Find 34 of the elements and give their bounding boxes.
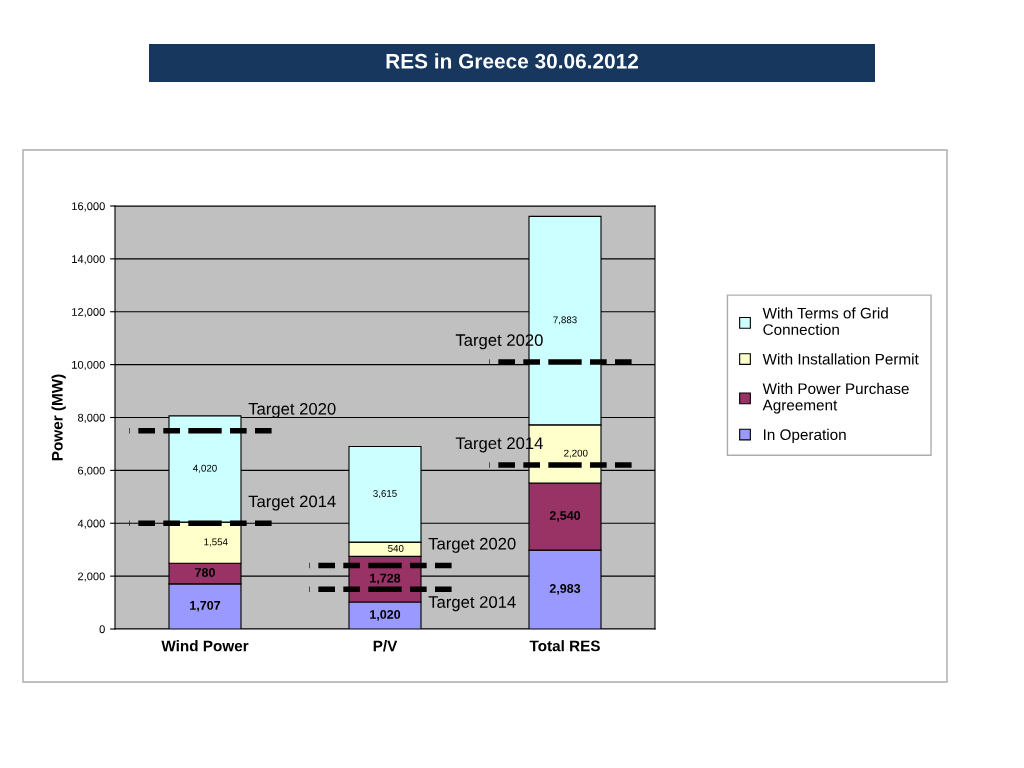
legend-label: With Power Purchase Agreement bbox=[762, 382, 909, 414]
y-tick-label: 4,000 bbox=[77, 519, 105, 529]
y-tick-label: 2,000 bbox=[78, 572, 105, 582]
y-tick-label: 14,000 bbox=[72, 255, 105, 265]
data-label: 7,883 bbox=[553, 316, 577, 325]
ref-line-label: Target 2020 bbox=[248, 402, 336, 419]
y-tick-label: 12,000 bbox=[72, 308, 105, 318]
ref-line-label: Target 2020 bbox=[428, 537, 516, 553]
data-label: 2,983 bbox=[549, 584, 581, 595]
data-label: 1,020 bbox=[370, 610, 401, 621]
chart-title: RES in Greece 30.06.2012 bbox=[386, 53, 638, 69]
data-label: 4,020 bbox=[193, 464, 217, 473]
legend-label: In Operation bbox=[763, 428, 846, 444]
y-tick-label: 8,000 bbox=[77, 413, 105, 423]
legend-label: With Installation Permit bbox=[762, 353, 919, 365]
data-label: 780 bbox=[195, 568, 215, 577]
y-tick-label: 0 bbox=[99, 625, 105, 634]
data-label: 3,615 bbox=[373, 490, 397, 499]
data-label: 1,707 bbox=[190, 600, 221, 612]
x-tick-label: Total RES bbox=[529, 640, 600, 652]
y-tick-label: 6,000 bbox=[78, 466, 105, 476]
y-tick-label: 16,000 bbox=[72, 202, 105, 212]
y-axis-title: Power (MW) bbox=[51, 374, 66, 461]
data-label: 1,728 bbox=[370, 573, 401, 585]
data-label: 2,540 bbox=[549, 511, 581, 522]
ref-line-label: Target 2014 bbox=[428, 596, 516, 612]
ref-line-label: Target 2014 bbox=[248, 495, 336, 511]
legend-label: With Terms of Grid Connection bbox=[762, 307, 888, 336]
data-label: 2,200 bbox=[564, 449, 588, 458]
y-tick-label: 10,000 bbox=[72, 360, 105, 371]
x-tick-label: Wind Power bbox=[161, 640, 249, 652]
x-tick-label: P/V bbox=[373, 640, 398, 652]
data-label: 540 bbox=[388, 544, 404, 552]
data-label: 1,554 bbox=[204, 538, 228, 547]
